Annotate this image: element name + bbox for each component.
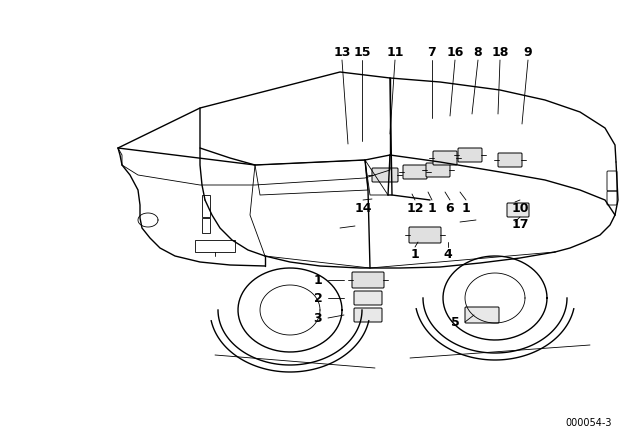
FancyBboxPatch shape	[465, 307, 499, 323]
Bar	[202, 218, 210, 233]
FancyBboxPatch shape	[498, 153, 522, 167]
FancyBboxPatch shape	[433, 151, 457, 165]
Text: 13: 13	[333, 46, 351, 59]
Text: 16: 16	[446, 46, 464, 59]
Text: 8: 8	[474, 46, 483, 59]
FancyBboxPatch shape	[403, 165, 427, 179]
Text: 11: 11	[387, 46, 404, 59]
Text: 5: 5	[451, 315, 460, 328]
Text: 000054-3: 000054-3	[566, 418, 612, 428]
Text: 1: 1	[461, 202, 470, 215]
Text: 18: 18	[492, 46, 509, 59]
FancyBboxPatch shape	[409, 227, 441, 243]
FancyBboxPatch shape	[372, 168, 398, 182]
Text: 1: 1	[428, 202, 436, 215]
Text: 2: 2	[314, 292, 323, 305]
FancyBboxPatch shape	[458, 148, 482, 162]
Text: 1: 1	[314, 273, 323, 287]
FancyBboxPatch shape	[354, 308, 382, 322]
Text: 7: 7	[428, 46, 436, 59]
Text: 9: 9	[524, 46, 532, 59]
FancyBboxPatch shape	[354, 291, 382, 305]
Text: 15: 15	[353, 46, 371, 59]
FancyBboxPatch shape	[426, 163, 450, 177]
Text: 17: 17	[511, 219, 529, 232]
FancyBboxPatch shape	[352, 272, 384, 288]
Text: 12: 12	[406, 202, 424, 215]
FancyBboxPatch shape	[507, 203, 529, 217]
Text: 3: 3	[314, 311, 323, 324]
Bar	[202, 195, 210, 217]
Bar	[195, 240, 235, 252]
Text: 10: 10	[511, 202, 529, 215]
Text: 6: 6	[445, 202, 454, 215]
Text: 1: 1	[411, 249, 419, 262]
Text: 14: 14	[355, 202, 372, 215]
Text: 4: 4	[444, 249, 452, 262]
